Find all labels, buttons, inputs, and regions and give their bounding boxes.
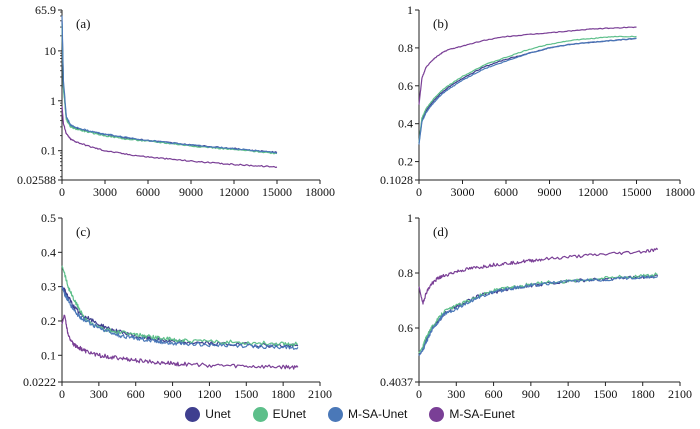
series-line-unet [61,285,299,348]
panel-label: (d) [433,224,448,239]
x-tick-label: 0 [416,387,422,400]
x-tick-label: 900 [522,387,540,400]
legend-label-m-sa-unet: M-SA-Unet [348,407,408,421]
x-tick-label: 0 [59,387,65,400]
y-tick-label: 0.8 [398,41,413,55]
y-tick-label: 10 [44,44,56,58]
legend-swatch-unet [185,406,201,422]
legend-label-unet: Unet [205,407,231,421]
y-tick-label: 0.1 [41,348,56,362]
x-tick-label: 2100 [668,387,692,400]
y-tick-label: 0.8 [398,266,413,280]
legend-label-m-sa-eunet: M-SA-Eunet [449,407,515,421]
x-tick-label: 12000 [578,185,608,199]
x-tick-label: 0 [416,185,422,199]
y-tick-label: 0.0222 [23,375,56,389]
x-tick-label: 2100 [308,387,332,400]
y-tick-label: 0.2 [41,314,56,328]
panel-d: 0 300 600 900 1200 1500 1800 2100 0.4037 0.6 0.8 1 (… [380,211,692,400]
series-line-m-sa-unet [61,286,299,350]
panel-label: (a) [76,16,90,31]
x-tick-label: 15000 [262,185,292,199]
x-tick-label: 1800 [631,387,655,400]
series-line-m-sa-unet [418,275,659,356]
x-tick-label: 6000 [494,185,518,199]
series-line-m-sa-unet [61,15,278,154]
legend-swatch-m-sa-eunet [429,406,445,422]
x-tick-label: 600 [127,387,145,400]
legend-swatch-m-sa-unet [328,406,343,422]
series-line-m-sa-eunet [418,26,637,105]
x-tick-label: 1500 [234,387,258,400]
y-tick-label: 0.4 [41,245,56,259]
x-tick-label: 3000 [451,185,475,199]
series-line-unet [61,21,278,154]
x-tick-label: 1200 [556,387,580,400]
x-tick-label: 6000 [136,185,160,199]
legend-item-m-sa-unet: M-SA-Unet [328,406,408,422]
series-line-eunet [418,35,637,143]
y-tick-label: 0.6 [398,321,413,335]
series-line-m-sa-eunet [61,314,299,370]
x-tick-label: 18000 [665,185,695,199]
panel-b: 0 3000 6000 9000 12000 15000 18000 0.1028 0.2 0.4… [380,3,695,199]
panel-label: (b) [433,16,448,31]
x-tick-label: 12000 [219,185,249,199]
legend-item-eunet: EUnet [252,406,306,422]
legend-item-unet: Unet [185,406,231,422]
series-line-m-sa-eunet [418,247,659,305]
x-tick-label: 18000 [305,185,335,199]
series-line-eunet [61,23,278,155]
legend-item-m-sa-eunet: M-SA-Eunet [429,406,515,422]
series-line-m-sa-eunet [61,106,278,168]
x-tick-label: 1200 [197,387,221,400]
x-tick-label: 9000 [538,185,562,199]
y-tick-label: 0.2 [398,155,413,169]
legend: Unet EUnet M-SA-Unet M-SA-Eunet [0,402,700,426]
x-tick-label: 300 [447,387,465,400]
panel-a: 0 3000 6000 9000 12000 15000 18000 0.02588 0.1 1 1… [17,3,335,199]
series-line-m-sa-unet [418,37,637,145]
x-tick-label: 3000 [93,185,117,199]
legend-swatch-eunet [252,406,268,422]
x-tick-label: 600 [485,387,503,400]
y-tick-label: 1 [407,211,413,225]
y-tick-label: 1 [407,3,413,17]
panel-label: (c) [76,224,90,239]
x-tick-label: 0 [59,185,65,199]
y-tick-label: 0.4 [398,117,413,131]
y-tick-label: 0.6 [398,79,413,93]
y-tick-label: 0.1028 [380,173,413,187]
y-tick-label: 0.3 [41,280,56,294]
y-tick-label: 1 [50,94,56,108]
x-tick-label: 1500 [593,387,617,400]
x-tick-label: 15000 [622,185,652,199]
legend-label-eunet: EUnet [272,407,306,421]
figure-canvas: 0 3000 6000 9000 12000 15000 180000.025880.111… [17,3,695,400]
y-tick-label: 0.5 [41,211,56,225]
y-tick-label: 65.9 [35,3,56,17]
x-tick-label: 1800 [271,387,295,400]
x-tick-label: 300 [90,387,108,400]
x-tick-label: 9000 [179,185,203,199]
panel-c: 0 300 600 900 1200 1500 1800 2100 0.0222 0.1 0.2 0.… [23,211,332,400]
y-tick-label: 0.1 [41,144,56,158]
series-line-unet [418,274,659,356]
x-tick-label: 900 [164,387,182,400]
series-line-eunet [61,265,299,347]
y-tick-label: 0.02588 [17,173,56,187]
y-tick-label: 0.4037 [380,375,413,389]
